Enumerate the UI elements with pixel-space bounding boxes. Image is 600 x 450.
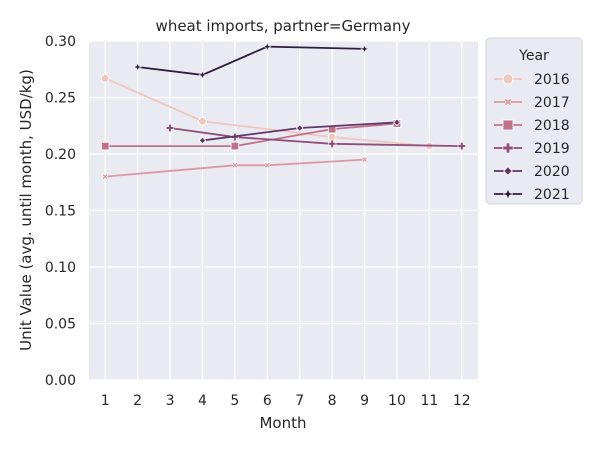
legend-item: 2018 (494, 118, 570, 134)
data-point (198, 136, 207, 145)
y-tick-label: 0.00 (45, 373, 76, 389)
series-2020 (198, 118, 401, 145)
series-line (104, 77, 430, 147)
series-line (169, 127, 462, 147)
data-point (165, 123, 175, 133)
data-point (503, 166, 513, 176)
x-tick-label: 9 (360, 393, 369, 409)
x-tick-label: 8 (328, 393, 337, 409)
data-point (101, 173, 109, 180)
x-tick-labels: 1 2 3 4 5 6 7 8 9 10 11 12 (101, 393, 471, 409)
data-point (328, 139, 337, 148)
legend-label: 2018 (534, 118, 570, 134)
data-point (101, 74, 110, 83)
x-tick-label: 6 (263, 393, 272, 409)
series-2021 (133, 42, 370, 80)
data-point (133, 62, 143, 72)
legend-item: 2017 (494, 95, 570, 111)
data-point (101, 141, 110, 151)
data-point (327, 132, 337, 142)
series-2016 (101, 74, 434, 151)
legend-title: Year (518, 48, 549, 64)
legend-item: 2020 (494, 164, 570, 180)
x-tick-label: 11 (420, 393, 438, 409)
chart-title: wheat imports, partner=Germany (156, 17, 411, 35)
x-tick-label: 7 (295, 393, 304, 409)
grid-lines (89, 40, 478, 381)
data-point (295, 124, 304, 132)
data-point (503, 97, 513, 107)
x-axis-label: Month (259, 414, 306, 432)
data-point (502, 188, 514, 200)
x-tick-label: 1 (101, 393, 110, 409)
data-point (198, 117, 207, 126)
y-tick-labels: 0.00 0.05 0.10 0.15 0.20 0.25 0.30 (45, 34, 76, 389)
x-tick-label: 4 (198, 393, 207, 409)
y-axis-label: Unit Value (avg. until month, USD/kg) (17, 69, 35, 351)
legend-label: 2019 (534, 141, 570, 157)
x-tick-label: 3 (166, 393, 175, 409)
data-point (457, 141, 466, 151)
legend: Year 2016 2017 2018 2019 2020 2021 (485, 37, 583, 205)
series-line (137, 45, 365, 76)
legend-label: 2021 (534, 187, 570, 203)
series-layer (101, 42, 466, 180)
y-tick-label: 0.05 (45, 317, 76, 333)
data-point (197, 70, 207, 80)
data-point (393, 118, 401, 127)
data-point (262, 42, 272, 52)
y-tick-label: 0.15 (45, 204, 76, 220)
data-point (264, 162, 271, 169)
data-point (361, 156, 368, 163)
data-point (502, 119, 514, 131)
x-tick-label: 10 (388, 393, 406, 409)
data-point (502, 73, 514, 85)
data-point (230, 141, 240, 151)
data-point (231, 162, 239, 169)
y-tick-label: 0.20 (45, 147, 76, 163)
y-tick-label: 0.10 (45, 260, 76, 276)
x-tick-label: 2 (133, 393, 142, 409)
legend-item: 2019 (494, 141, 570, 157)
data-point (360, 44, 370, 54)
legend-items: 2016 2017 2018 2019 2020 2021 (494, 72, 570, 203)
legend-label: 2017 (534, 95, 570, 111)
series-line (105, 158, 365, 178)
legend-item: 2016 (494, 72, 570, 88)
data-point (502, 142, 514, 154)
series-2017 (101, 156, 368, 180)
legend-label: 2020 (534, 164, 570, 180)
legend-label: 2016 (534, 72, 570, 88)
legend-item: 2021 (494, 187, 570, 203)
series-line (105, 122, 398, 147)
x-tick-label: 12 (453, 393, 471, 409)
y-tick-label: 0.25 (45, 91, 76, 107)
x-tick-label: 5 (230, 393, 239, 409)
y-tick-label: 0.30 (45, 34, 76, 50)
